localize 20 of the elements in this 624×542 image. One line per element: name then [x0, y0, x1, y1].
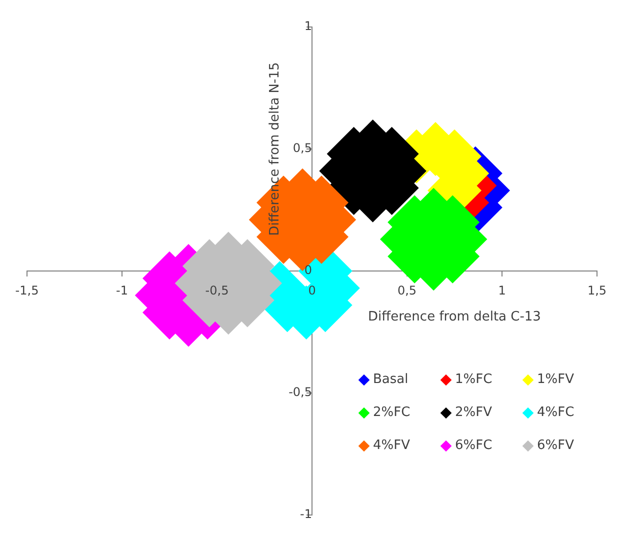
legend-label: 2%FC — [373, 405, 410, 420]
x-tick-label: -1,5 — [15, 283, 39, 298]
x-tick-label: 0,5 — [397, 283, 417, 298]
y-axis-title: Difference from delta N-15 — [267, 62, 282, 236]
legend-label: Basal — [373, 372, 408, 387]
legend-label: 6%FC — [455, 438, 492, 453]
legend-label: 4%FC — [537, 405, 574, 420]
legend-label: 1%FC — [455, 372, 492, 387]
y-tick-label: -0,5 — [288, 385, 312, 400]
legend-label: 4%FV — [373, 438, 410, 453]
legend-label: 6%FV — [537, 438, 574, 453]
x-axis-title: Difference from delta C-13 — [368, 309, 541, 324]
y-tick-label: -1 — [300, 507, 312, 522]
x-tick-label: -1 — [116, 283, 128, 298]
x-tick-label: 1 — [498, 283, 506, 298]
x-tick-label: 1,5 — [587, 283, 607, 298]
y-tick-label: 0,5 — [292, 141, 312, 156]
y-tick-label: 0 — [304, 263, 312, 278]
legend-label: 2%FV — [455, 405, 492, 420]
legend-label: 1%FV — [537, 372, 574, 387]
